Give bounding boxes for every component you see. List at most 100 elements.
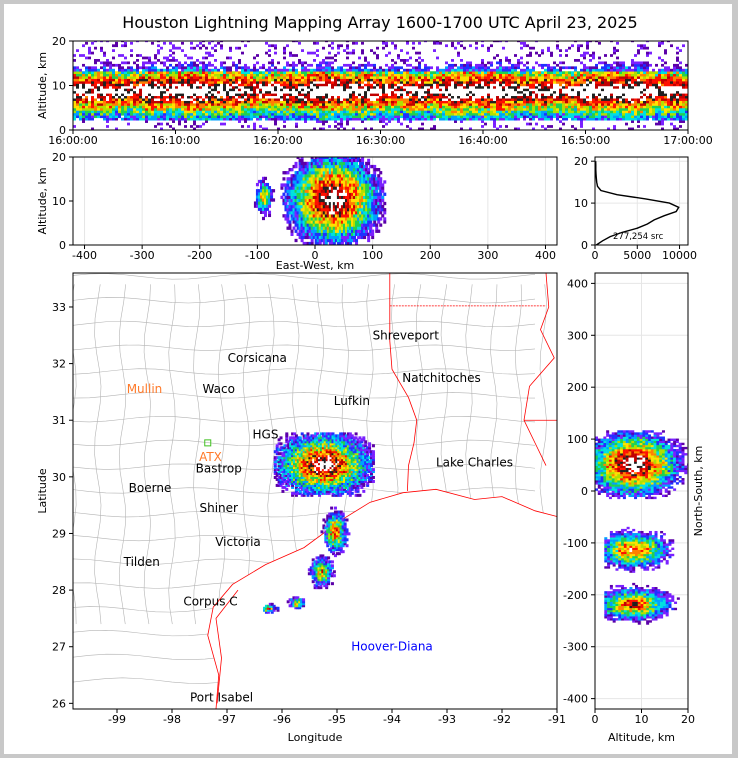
density-cell <box>136 63 139 67</box>
density-cell <box>418 66 421 70</box>
density-cell <box>562 61 565 65</box>
density-cell <box>541 49 544 52</box>
density-cell <box>541 107 544 111</box>
density-cell <box>346 103 349 106</box>
density-cell <box>319 98 322 101</box>
density-cell <box>289 100 292 104</box>
density-cell <box>364 81 367 84</box>
density-cell <box>172 93 175 97</box>
density-cell <box>625 105 628 109</box>
density-cell <box>478 68 481 72</box>
density-cell <box>520 112 523 116</box>
density-cell <box>106 63 109 67</box>
density-cell <box>166 112 169 116</box>
density-cell <box>559 98 562 101</box>
density-cell <box>205 110 208 114</box>
density-cell <box>322 122 325 126</box>
density-cell <box>610 54 613 57</box>
density-cell <box>433 112 436 116</box>
density-cell <box>532 83 535 87</box>
density-cell <box>124 95 127 99</box>
density-cell <box>289 68 292 72</box>
density-cell <box>559 93 562 97</box>
density-cell <box>511 66 514 70</box>
density-cell <box>379 98 382 101</box>
density-cell <box>343 117 346 121</box>
density-cell <box>655 98 658 101</box>
density-cell <box>193 98 196 101</box>
density-cell <box>325 90 328 94</box>
density-cell <box>262 127 265 130</box>
density-cell <box>175 88 178 92</box>
density-cell <box>622 110 625 114</box>
density-cell <box>322 93 325 97</box>
density-cell <box>607 115 610 119</box>
density-cell <box>256 110 259 114</box>
density-cell <box>508 117 511 121</box>
density-cell <box>472 100 475 104</box>
density-cell <box>157 88 160 92</box>
density-cell <box>442 93 445 97</box>
density-cell <box>286 103 289 106</box>
density-cell <box>280 105 283 109</box>
density-cell <box>391 59 394 62</box>
density-cell <box>628 83 631 87</box>
density-cell <box>601 117 604 121</box>
density-cell <box>199 78 202 82</box>
density-cell <box>145 117 148 121</box>
density-cell <box>406 51 409 55</box>
density-cell <box>634 66 637 70</box>
density-cell <box>382 78 385 82</box>
density-cell <box>613 73 616 77</box>
density-cell <box>529 73 532 77</box>
density-cell <box>415 107 418 111</box>
density-cell <box>259 105 262 109</box>
density-cell <box>403 115 406 119</box>
density-cell <box>556 117 559 121</box>
density-cell <box>364 107 367 111</box>
density-cell <box>658 76 661 79</box>
density-cell <box>508 59 511 62</box>
density-cell <box>409 105 412 109</box>
density-cell <box>583 85 586 89</box>
density-cell <box>358 93 361 97</box>
density-cell <box>652 98 655 101</box>
density-cell <box>265 88 268 92</box>
density-cell <box>250 112 253 116</box>
density-cell <box>529 85 532 89</box>
density-cell <box>406 81 409 84</box>
density-cell <box>406 107 409 111</box>
density-cell <box>550 110 553 114</box>
density-cell <box>124 78 127 82</box>
density-cell <box>424 63 427 67</box>
density-cell <box>526 100 529 104</box>
density-cell <box>250 88 253 92</box>
density-cell <box>157 107 160 111</box>
density-cell <box>229 73 232 77</box>
density-cell <box>310 90 313 94</box>
density-cell <box>76 66 79 70</box>
density-cell <box>226 115 229 119</box>
density-cell <box>268 44 271 48</box>
density-cell <box>421 83 424 87</box>
density-cell <box>283 68 286 72</box>
density-cell <box>277 78 280 82</box>
density-cell <box>178 98 181 101</box>
density-cell <box>589 100 592 104</box>
density-cell <box>409 73 412 77</box>
density-cell <box>304 103 307 106</box>
density-cell <box>73 105 76 109</box>
density-cell <box>640 90 643 94</box>
density-cell <box>466 78 469 82</box>
density-cell <box>253 95 256 99</box>
density-cell <box>112 107 115 111</box>
density-cell <box>469 103 472 106</box>
density-cell <box>502 98 505 101</box>
density-cell <box>298 90 301 94</box>
density-cell <box>493 105 496 109</box>
density-cell <box>298 98 301 101</box>
density-cell <box>271 112 274 116</box>
density-cell <box>130 112 133 116</box>
density-cell <box>445 68 448 72</box>
density-cell <box>601 90 604 94</box>
